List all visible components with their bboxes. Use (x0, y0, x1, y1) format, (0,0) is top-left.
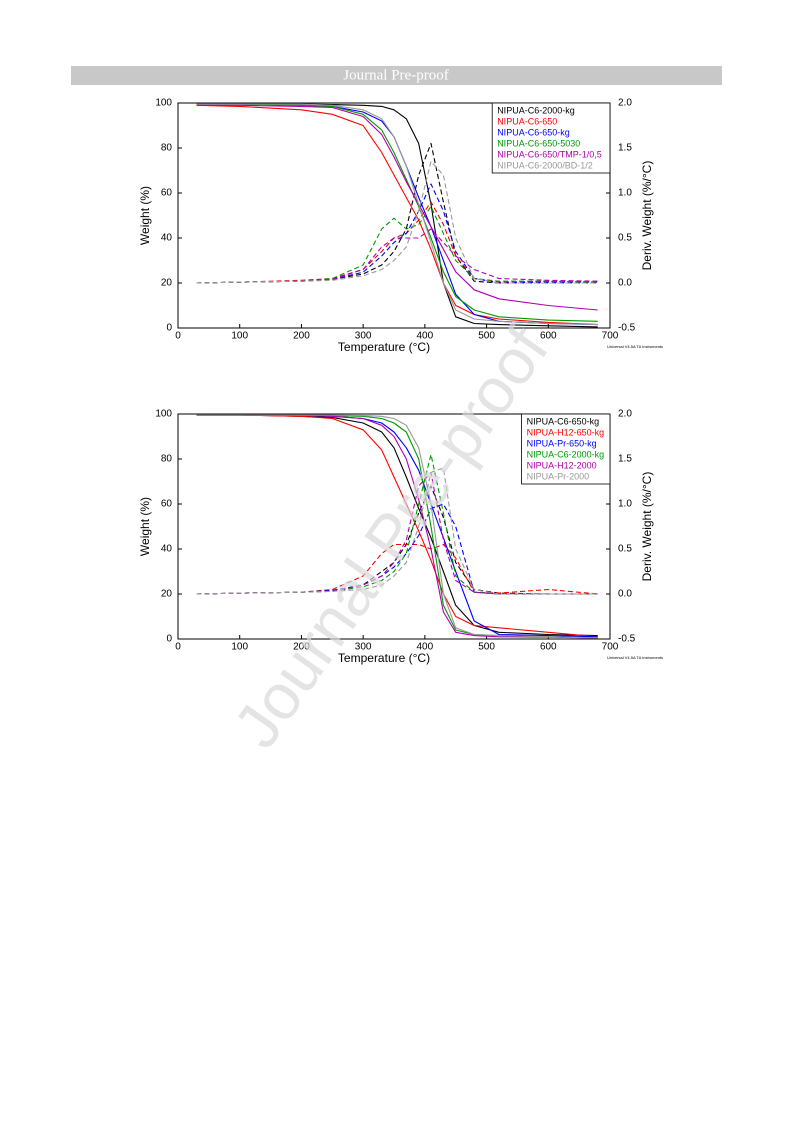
weight-line (196, 104, 598, 326)
legend-entry: NIPUA-C6-2000-kg (527, 449, 605, 459)
x-tick-label: 100 (231, 331, 248, 342)
x-tick-label: 100 (231, 642, 248, 653)
y-tick-label: 80 (161, 143, 173, 154)
x-axis-label: Temperature (°C) (338, 340, 430, 354)
y-tick-label: 60 (161, 499, 173, 510)
plot-frame (177, 413, 611, 640)
y-tick-label: 40 (161, 544, 173, 555)
y2-axis-label: Deriv. Weight (%/°C) (640, 472, 654, 582)
x-tick-label: 0 (175, 331, 181, 342)
x-tick-label: 400 (417, 331, 434, 342)
y2-tick-label: 0.0 (618, 589, 632, 600)
legend-entry: NIPUA-C6-650-kg (497, 127, 570, 137)
x-tick-label: 200 (293, 331, 310, 342)
y-tick-label: 0 (166, 323, 172, 334)
x-tick-label: 700 (602, 331, 619, 342)
x-tick-label: 500 (478, 642, 495, 653)
x-axis-label: Temperature (°C) (338, 651, 430, 665)
legend-box (521, 413, 611, 485)
x-tick-label: 0 (175, 642, 181, 653)
y-tick-label: 0 (166, 634, 172, 645)
x-tick-label: 700 (602, 642, 619, 653)
y-axis-label: Weight (%) (138, 497, 152, 556)
y2-tick-label: 2.0 (618, 409, 632, 420)
y2-tick-label: -0.5 (618, 323, 636, 334)
legend-entry: NIPUA-C6-650/TMP-1/0,5 (497, 149, 602, 159)
y-tick-label: 60 (161, 188, 173, 199)
y-tick-label: 20 (161, 278, 173, 289)
weight-line (196, 103, 598, 326)
y2-tick-label: 1.5 (618, 454, 632, 465)
weight-line (196, 104, 598, 311)
x-tick-label: 600 (540, 331, 557, 342)
x-tick-label: 500 (478, 331, 495, 342)
x-tick-label: 300 (355, 331, 372, 342)
y-tick-label: 100 (155, 98, 172, 109)
deriv-line (196, 467, 598, 595)
legend-entry: NIPUA-Pr-2000 (527, 471, 590, 481)
legend-entry: NIPUA-C6-650 (497, 116, 557, 126)
deriv-line (196, 160, 598, 284)
y-tick-label: 20 (161, 589, 173, 600)
credit: Universal V4.5A TA Instruments (607, 655, 663, 660)
legend-entry: NIPUA-C6-2000-kg (497, 105, 575, 115)
y2-tick-label: 1.0 (618, 188, 632, 199)
legend-entry: NIPUA-H12-2000 (527, 460, 597, 470)
x-tick-label: 400 (417, 642, 434, 653)
credit: Universal V4.5A TA Instruments (607, 344, 663, 349)
header-title: Journal Pre-proof (343, 67, 448, 83)
weight-line (196, 414, 598, 639)
y2-tick-label: 0.5 (618, 544, 632, 555)
y-tick-label: 40 (161, 233, 173, 244)
plot-frame (177, 102, 611, 329)
y2-tick-label: 1.5 (618, 143, 632, 154)
y2-tick-label: 0.5 (618, 233, 632, 244)
y-axis-label: Weight (%) (138, 186, 152, 245)
x-tick-label: 600 (540, 642, 557, 653)
weight-line (196, 414, 598, 639)
weight-line (196, 414, 598, 638)
legend-entry: NIPUA-C6-650-5030 (497, 138, 580, 148)
legend-box (491, 102, 611, 174)
y-tick-label: 100 (155, 409, 172, 420)
x-tick-label: 300 (355, 642, 372, 653)
legend-entry: NIPUA-Pr-650-kg (527, 438, 597, 448)
legend-entry: NIPUA-C6-650-kg (527, 416, 600, 426)
charts: 0 100 200 300 400 500 600 700020406080100-0.50.… (138, 98, 663, 666)
legend-entry: NIPUA-H12-650-kg (527, 427, 605, 437)
y2-tick-label: 2.0 (618, 98, 632, 109)
y2-axis-label: Deriv. Weight (%/°C) (640, 161, 654, 271)
y2-tick-label: 1.0 (618, 499, 632, 510)
x-tick-label: 200 (293, 642, 310, 653)
y-tick-label: 80 (161, 454, 173, 465)
legend-entry: NIPUA-C6-2000/BD-1/2 (497, 160, 593, 170)
header-bar (71, 66, 722, 85)
y2-tick-label: 0.0 (618, 278, 632, 289)
y2-tick-label: -0.5 (618, 634, 636, 645)
